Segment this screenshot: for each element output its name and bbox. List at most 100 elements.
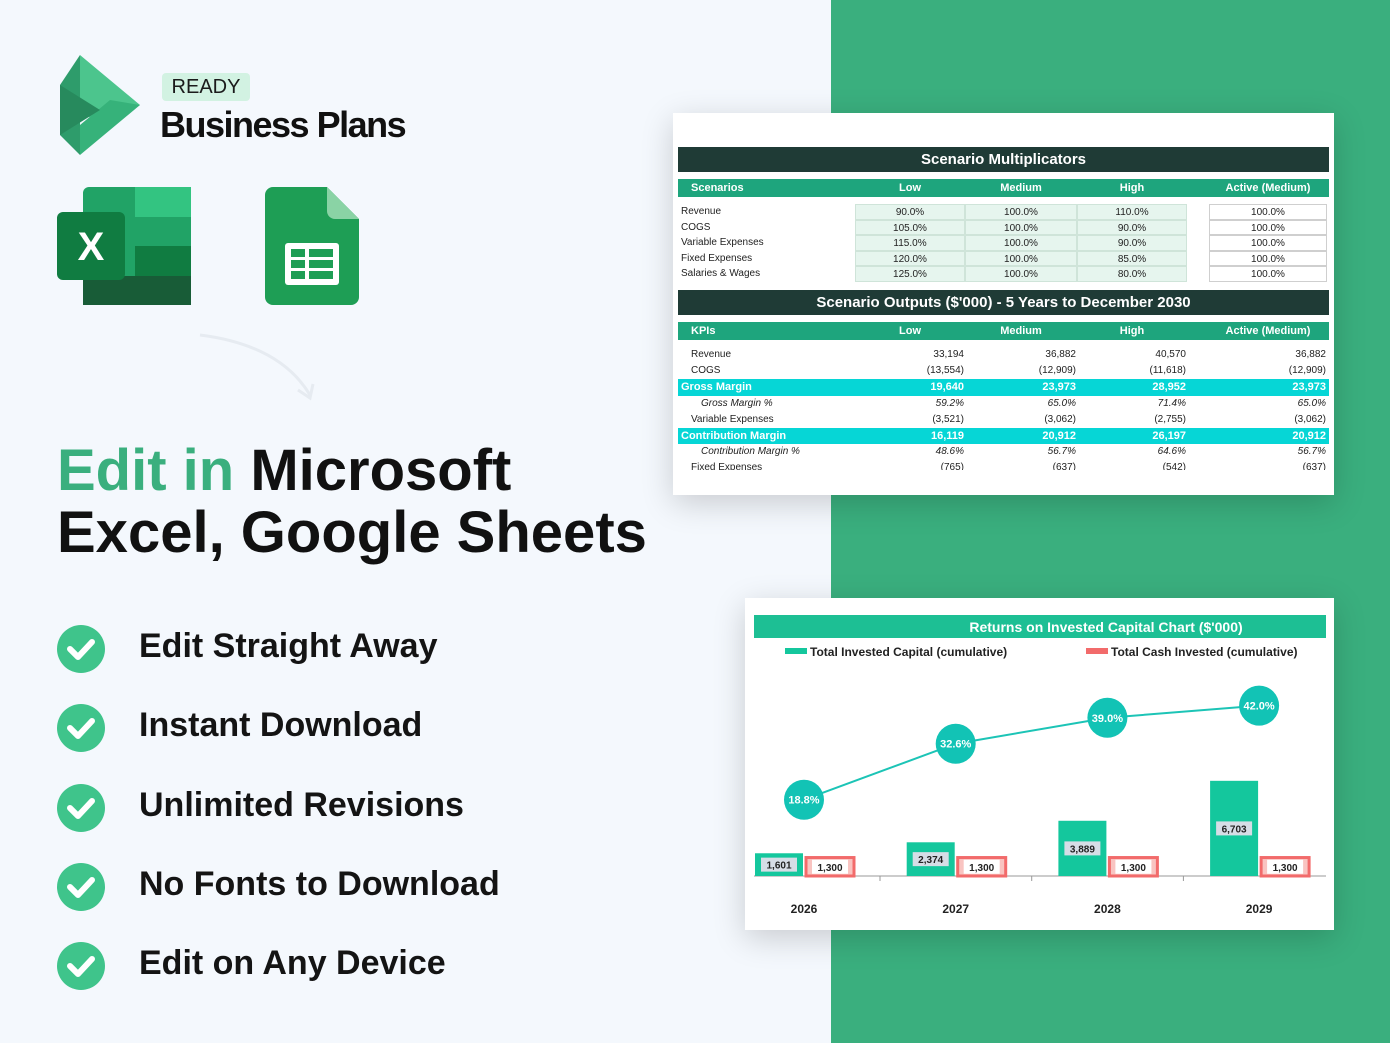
legend-swatch (785, 648, 807, 654)
row-label: Gross Margin % (701, 397, 773, 409)
cell: (765) (940, 462, 964, 470)
cell: 65.0% (1297, 397, 1326, 409)
value-label-box (1064, 841, 1101, 856)
icons: X (57, 55, 359, 401)
cell: 90.0% (1077, 235, 1187, 251)
gap (1187, 204, 1209, 220)
gap (1187, 179, 1209, 197)
gap (1187, 412, 1209, 428)
arrow-head (297, 383, 315, 401)
value-label-box (812, 859, 848, 874)
x-tick-label: 2028 (1094, 902, 1121, 916)
excel-icon: X (57, 187, 191, 305)
cell: 100.0% (965, 266, 1077, 282)
row-label: COGS (681, 221, 711, 233)
cell: 23,973 (1042, 381, 1076, 394)
table-row: COGS 105.0% 100.0% 90.0% 100.0% (678, 219, 1329, 236)
cell: 100.0% (965, 204, 1077, 220)
gap (1187, 347, 1209, 363)
row-label: Contribution Margin (681, 429, 787, 442)
cell: 64.6% (1157, 446, 1186, 458)
table-title: Scenario Outputs ($'000) - 5 Years to De… (678, 289, 1329, 315)
check-icon (57, 942, 105, 991)
brand-badge: READY (162, 73, 250, 101)
cell: (3,062) (1044, 413, 1076, 425)
header-cell: Low (899, 324, 921, 337)
value-label: 2,374 (918, 855, 943, 866)
feature-text: No Fonts to Download (139, 864, 500, 903)
row-label: Variable Expenses (691, 413, 774, 425)
chart-title-bar (754, 615, 1326, 638)
feature-text: Unlimited Revisions (139, 785, 464, 824)
arrow (199, 333, 312, 396)
table-row: COGS (13,554) (12,909) (11,618) (12,909) (678, 363, 1329, 379)
cell: 26,197 (1152, 429, 1186, 442)
cell: 19,640 (930, 381, 964, 394)
cell: 40,570 (1155, 348, 1186, 360)
cell: (637) (1302, 462, 1326, 470)
feature-text: Instant Download (139, 706, 423, 745)
headline: Edit in Microsoft Excel, Google Sheets (57, 440, 647, 564)
cell: 100.0% (1209, 219, 1327, 236)
table-row: Revenue 90.0% 100.0% 110.0% 100.0% (678, 204, 1329, 220)
cell: 36,882 (1295, 348, 1326, 360)
legend-swatch (1086, 648, 1108, 654)
table-row: Contribution Margin % 48.6% 56.7% 64.6% 56.7… (678, 444, 1329, 460)
value-label-box (963, 859, 1000, 874)
table-row: Contribution Margin 16,119 20,912 26,197 20,… (678, 427, 1329, 445)
headline-accent: Edit in (57, 438, 235, 503)
cell: 85.0% (1077, 250, 1187, 267)
cell: 110.0% (1077, 204, 1187, 220)
check-icon (57, 704, 105, 753)
cell: 56.7% (1047, 446, 1076, 458)
gap (1187, 266, 1209, 282)
value-label: 3,889 (1070, 844, 1095, 855)
header-cell: Active (Medium) (1225, 182, 1311, 194)
value-label: 18.8% (788, 795, 819, 807)
table-row: Gross Margin 19,640 23,973 28,952 23,973 (678, 379, 1329, 396)
x-tick-label: 2029 (1246, 902, 1273, 916)
value-label-box (1267, 859, 1304, 874)
value-label: 1,300 (1273, 863, 1298, 874)
row-label: Gross Margin (681, 381, 752, 394)
row-label: Contribution Margin % (701, 446, 800, 458)
value-label-box (761, 857, 797, 872)
value-label: 1,300 (969, 863, 994, 874)
table-row: Gross Margin % 59.2% 65.0% 71.4% 65.0% (678, 396, 1329, 412)
feature-text: Edit Straight Away (139, 627, 438, 665)
gap (1187, 235, 1209, 251)
svg-text:X: X (78, 225, 105, 269)
cell: 16,119 (930, 429, 964, 442)
cell: (637) (1052, 462, 1076, 470)
chart: Returns on Invested Capital Chart ($'000… (754, 615, 1336, 916)
header-cell: Low (899, 182, 921, 194)
cell: 65.0% (1047, 397, 1076, 409)
cell: 90.0% (1077, 219, 1187, 236)
gap (1187, 444, 1209, 460)
table-row: Variable Expenses 115.0% 100.0% 90.0% 100.0% (678, 235, 1329, 251)
cell: 23,973 (1292, 381, 1326, 394)
header-cell: Medium (1000, 182, 1042, 194)
check-icon (57, 862, 105, 911)
cell: 80.0% (1077, 266, 1187, 282)
legend-label: Total Invested Capital (cumulative) (810, 645, 1007, 659)
check-icon (57, 625, 105, 673)
row-label: Revenue (691, 348, 732, 360)
table-row: Salaries & Wages 125.0% 100.0% 80.0% 100.0% (678, 266, 1329, 282)
chart-card: Returns on Invested Capital Chart ($'000… (745, 598, 1336, 930)
cell: (12,909) (1288, 365, 1326, 377)
table-row: Revenue 33,194 36,882 40,570 36,882 (678, 347, 1329, 363)
cell: 59.2% (935, 397, 964, 409)
x-tick-label: 2027 (942, 902, 969, 916)
cell: 71.4% (1157, 397, 1186, 409)
cell: 125.0% (855, 266, 965, 282)
value-label-box (1115, 859, 1152, 874)
row-label: Variable Expenses (681, 237, 764, 249)
headline-text: Microsoft (250, 438, 512, 503)
gap (1187, 363, 1209, 379)
gap (1187, 220, 1209, 236)
cell: (2,755) (1154, 413, 1186, 425)
value-label: 1,601 (766, 861, 791, 872)
value-label: 42.0% (1243, 701, 1274, 713)
